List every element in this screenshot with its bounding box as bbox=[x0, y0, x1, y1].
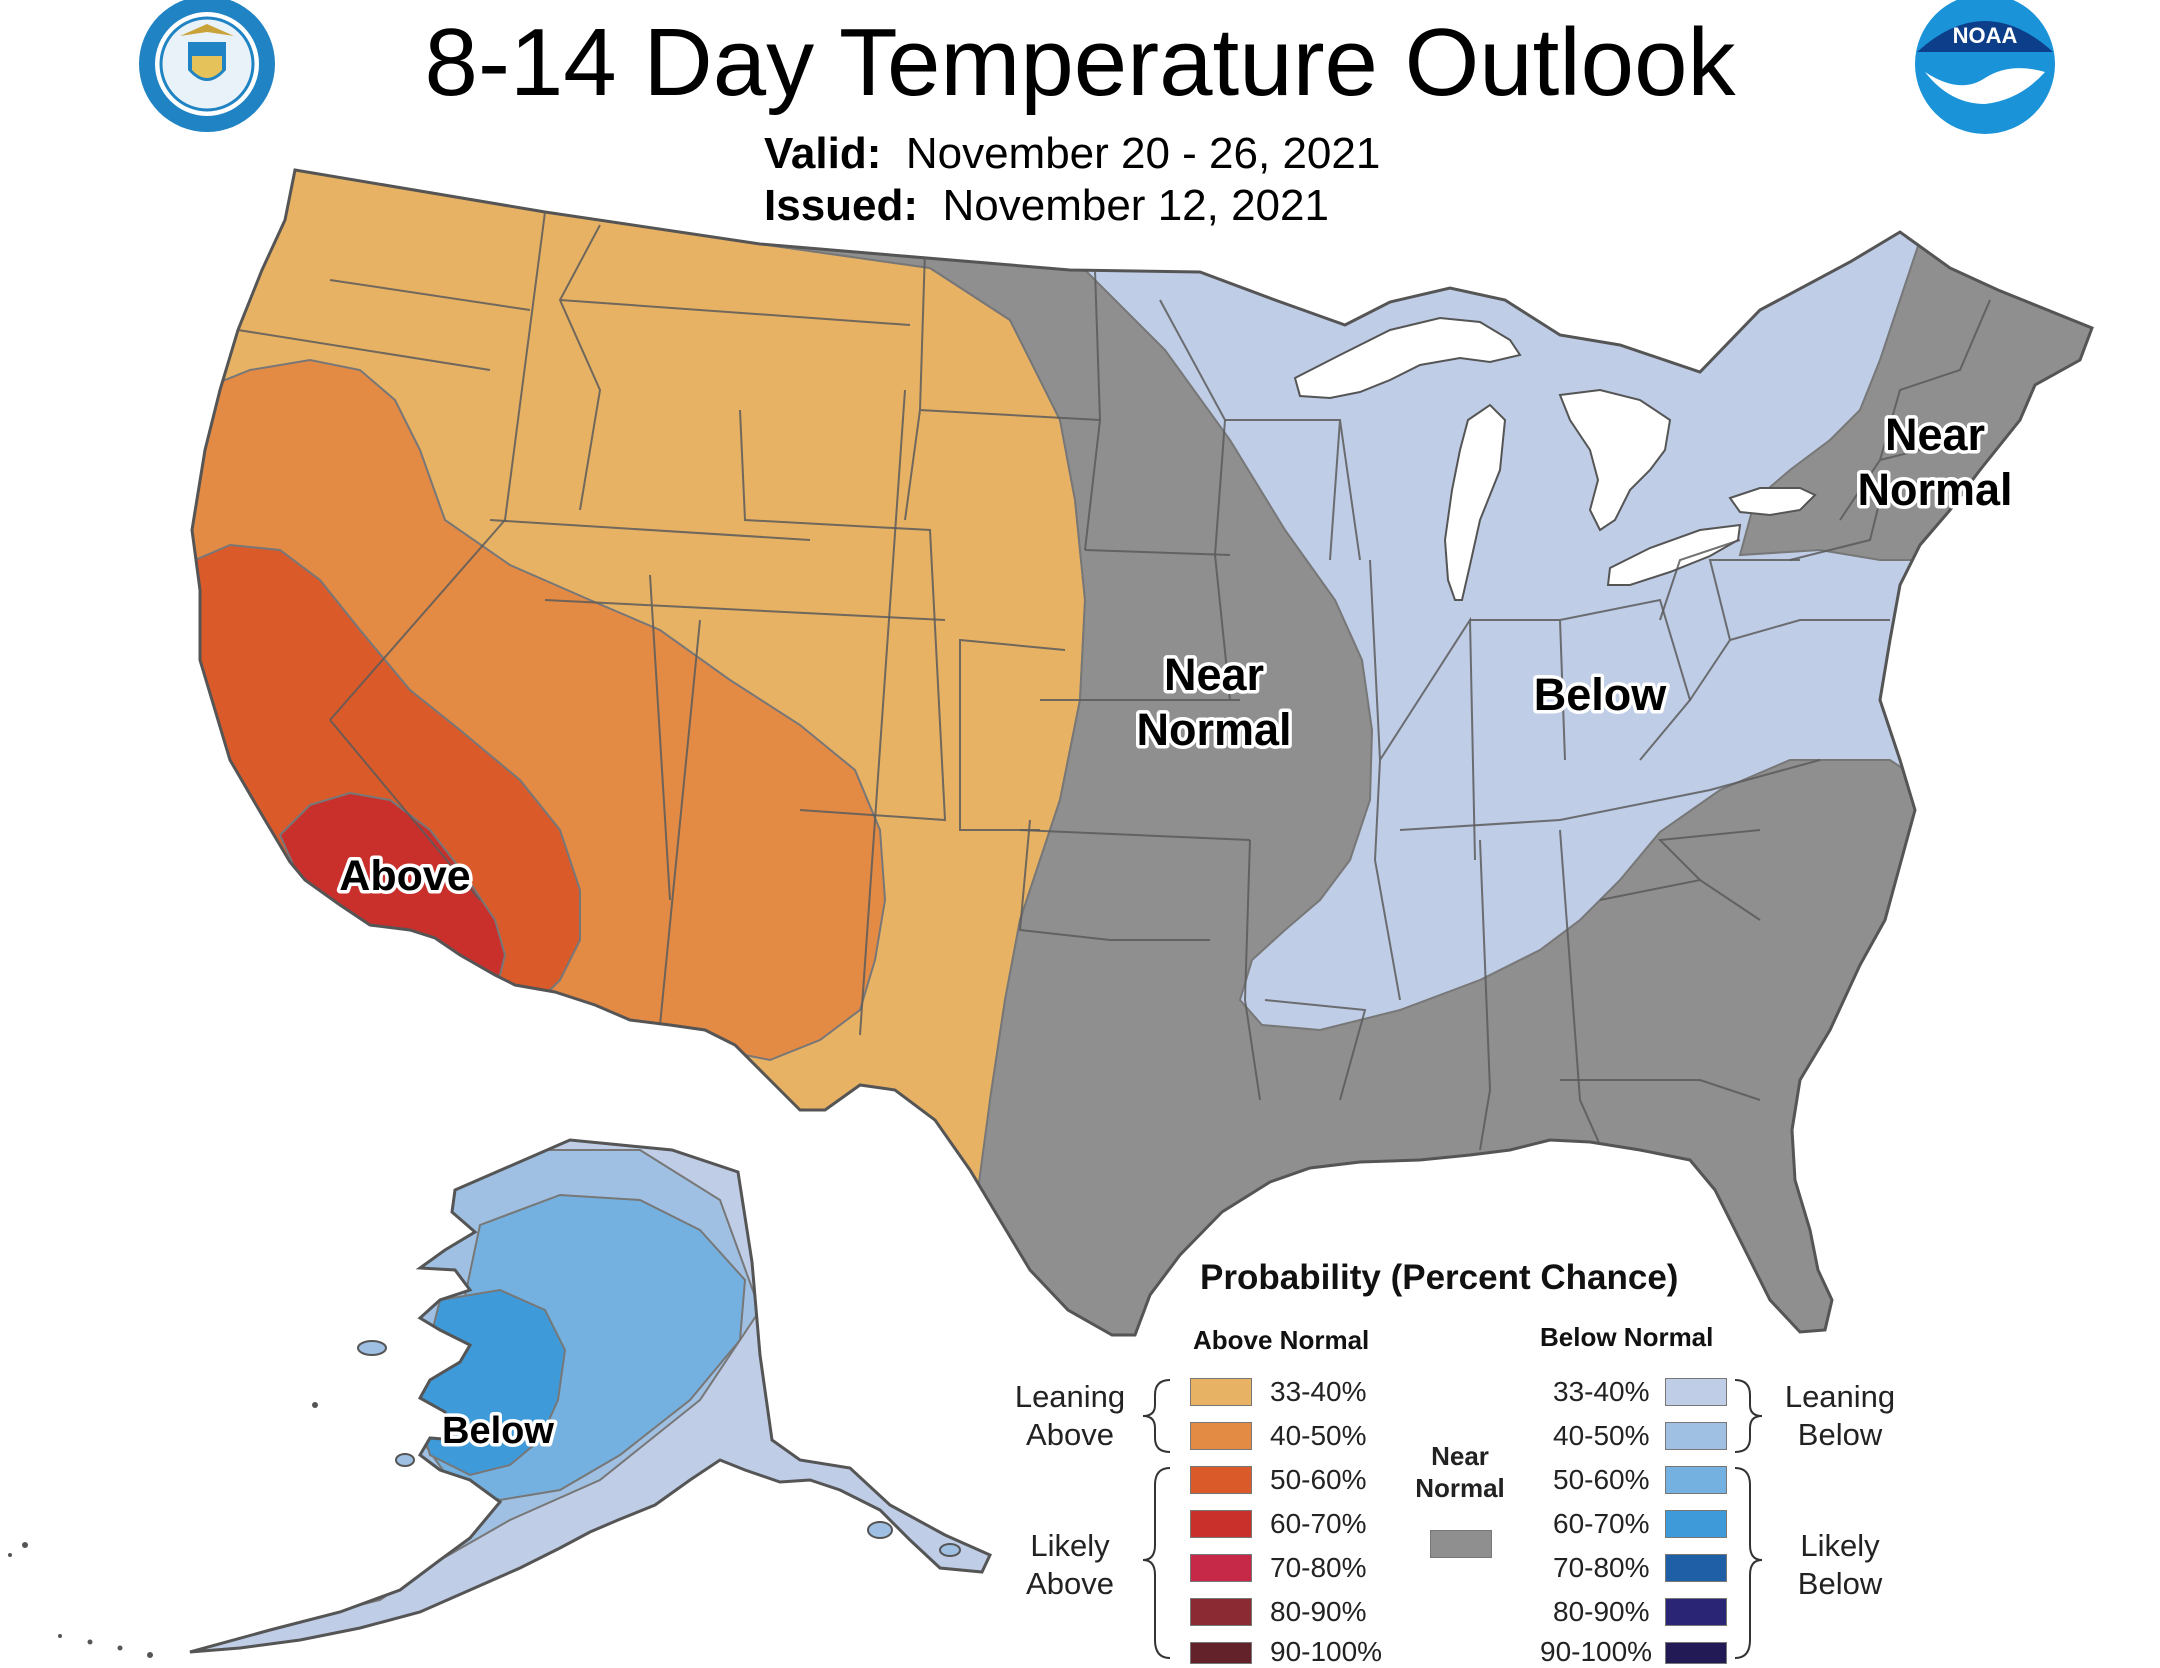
aleutian-islands bbox=[8, 1402, 318, 1658]
legend-above-range: 40-50% bbox=[1270, 1420, 1367, 1451]
legend-below-range: 50-60% bbox=[1553, 1464, 1650, 1495]
legend-above-range: 70-80% bbox=[1270, 1552, 1367, 1583]
legend-above-range: 33-40% bbox=[1270, 1376, 1367, 1407]
legend-leaning-below: Leaning Below bbox=[1770, 1378, 1910, 1454]
legend-below-range: 70-80% bbox=[1553, 1552, 1650, 1583]
legend-likely-above-line2: Above bbox=[1026, 1566, 1114, 1601]
legend-swatch-above bbox=[1190, 1466, 1252, 1494]
lake-erie bbox=[1606, 523, 1742, 586]
legend-swatch-below bbox=[1665, 1378, 1727, 1406]
alaska-outlook bbox=[8, 1138, 992, 1658]
legend-leaning-below-line2: Below bbox=[1797, 1417, 1883, 1452]
label-northeast-near-line2: Normal bbox=[1857, 464, 2012, 515]
legend-below-range: 40-50% bbox=[1553, 1420, 1650, 1451]
legend-below-range: 80-90% bbox=[1553, 1596, 1650, 1627]
legend-swatch-above bbox=[1190, 1510, 1252, 1538]
legend-title: Probability (Percent Chance) bbox=[1200, 1258, 1679, 1297]
legend-near-line1: Near bbox=[1431, 1441, 1489, 1471]
legend-leaning-above-line1: Leaning bbox=[1014, 1379, 1126, 1414]
legend-swatch-above bbox=[1190, 1598, 1252, 1626]
legend-below-header: Below Normal bbox=[1540, 1322, 1714, 1352]
state-borders bbox=[237, 211, 1991, 1151]
noaa-logo-text: NOAA bbox=[1953, 23, 2018, 48]
label-conus-below: Below bbox=[1534, 669, 1668, 720]
lake-huron bbox=[1558, 388, 1672, 532]
legend-above-range: 60-70% bbox=[1270, 1508, 1367, 1539]
legend-near-line2: Normal bbox=[1415, 1473, 1505, 1503]
legend-above-range: 80-90% bbox=[1270, 1596, 1367, 1627]
region-labels: Above Near Normal Below Near Normal Belo… bbox=[336, 406, 2016, 1456]
alaska-islands bbox=[357, 1340, 961, 1557]
valid-row: Valid: November 20 - 26, 2021 bbox=[764, 128, 1380, 180]
issued-value: November 12, 2021 bbox=[942, 181, 1329, 230]
legend-above-range: 50-60% bbox=[1270, 1464, 1367, 1495]
legend-swatch-above bbox=[1190, 1554, 1252, 1582]
legend-swatch-below bbox=[1665, 1510, 1727, 1538]
legend-below-range: 33-40% bbox=[1553, 1376, 1650, 1407]
near-normal-central-region bbox=[759, 243, 1951, 1335]
map-title: 8-14 Day Temperature Outlook bbox=[424, 9, 1736, 116]
legend-near-normal: Near Normal bbox=[1400, 1440, 1520, 1504]
legend-swatch-near-normal bbox=[1430, 1530, 1492, 1558]
commerce-seal bbox=[139, 0, 275, 132]
legend-swatch-above bbox=[1190, 1378, 1252, 1406]
label-conus-near-line1: Near bbox=[1164, 649, 1264, 700]
legend-swatch-above bbox=[1190, 1642, 1252, 1664]
label-alaska-below: Below bbox=[442, 1410, 554, 1452]
legend-likely-below-line2: Below bbox=[1797, 1566, 1883, 1601]
legend-swatch-above bbox=[1190, 1422, 1252, 1450]
legend-swatch-below bbox=[1665, 1642, 1727, 1664]
label-northeast-near-line1: Near bbox=[1885, 409, 1985, 460]
legend-below-range: 60-70% bbox=[1553, 1508, 1650, 1539]
lake-superior bbox=[1293, 316, 1522, 400]
issued-row: Issued: November 12, 2021 bbox=[764, 180, 1380, 232]
label-conus-above: Above bbox=[339, 852, 470, 900]
great-lakes bbox=[1293, 316, 1817, 601]
legend-swatch-below bbox=[1665, 1466, 1727, 1494]
legend-leaning-below-line1: Leaning bbox=[1784, 1379, 1896, 1414]
legend-braces bbox=[1142, 1379, 1763, 1659]
legend-below-range: 90-100% bbox=[1540, 1636, 1653, 1667]
noaa-logo: NOAA bbox=[1915, 0, 2055, 134]
legend-swatch-below bbox=[1665, 1422, 1727, 1450]
legend-leaning-above: Leaning Above bbox=[1000, 1378, 1140, 1454]
legend-above-range: 90-100% bbox=[1270, 1636, 1383, 1667]
lake-ontario bbox=[1728, 487, 1817, 517]
conus-outlook bbox=[190, 168, 2094, 1337]
label-conus-near-line2: Normal bbox=[1136, 704, 1291, 755]
legend-swatch-below bbox=[1665, 1598, 1727, 1626]
legend-likely-below: Likely Below bbox=[1770, 1527, 1910, 1603]
issued-label: Issued: bbox=[764, 181, 919, 230]
legend-likely-above: Likely Above bbox=[1000, 1527, 1140, 1603]
legend-above-header: Above Normal bbox=[1193, 1325, 1370, 1355]
legend-swatch-below bbox=[1665, 1554, 1727, 1582]
lake-michigan bbox=[1443, 403, 1507, 601]
legend-leaning-above-line2: Above bbox=[1026, 1417, 1114, 1452]
valid-label: Valid: bbox=[764, 129, 882, 178]
date-block: Valid: November 20 - 26, 2021 Issued: No… bbox=[764, 128, 1380, 232]
legend-likely-below-line1: Likely bbox=[1800, 1528, 1880, 1563]
valid-value: November 20 - 26, 2021 bbox=[905, 129, 1381, 178]
legend-likely-above-line1: Likely bbox=[1030, 1528, 1110, 1563]
